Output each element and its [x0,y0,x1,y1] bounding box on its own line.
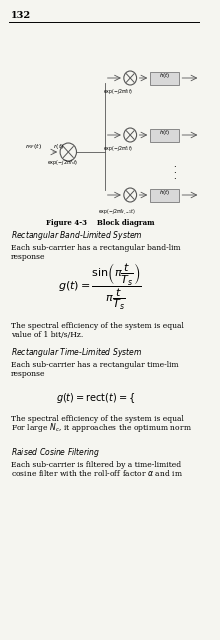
Text: 132: 132 [11,11,31,20]
Text: cosine filter with the roll-off factor $\alpha$ and im: cosine filter with the roll-off factor $… [11,468,183,478]
Text: The spectral efficiency of the system is equal: The spectral efficiency of the system is… [11,415,184,423]
Text: response: response [11,253,45,261]
Text: Figure 4-3    Block diagram: Figure 4-3 Block diagram [46,219,154,227]
Text: $\cdot$: $\cdot$ [173,160,177,169]
Text: For large $N_c$, it approaches the optimum norm: For large $N_c$, it approaches the optim… [11,421,192,434]
Text: $\it{Raised\ Cosine\ Filtering}$: $\it{Raised\ Cosine\ Filtering}$ [11,446,100,459]
Text: $r_{RF}(t)$: $r_{RF}(t)$ [26,142,42,151]
Text: Each sub-carrier is filtered by a time-limited: Each sub-carrier is filtered by a time-l… [11,461,181,469]
Text: $g(t) = \dfrac{\sin\!\left(\pi \dfrac{t}{T_s}\right)}{\pi \dfrac{t}{T_s}}$: $g(t) = \dfrac{\sin\!\left(\pi \dfrac{t}… [58,261,142,312]
Text: $h(t)$: $h(t)$ [159,188,170,197]
Text: $\it{Rectangular\ Band\text{-}Limited\ System}$: $\it{Rectangular\ Band\text{-}Limited\ S… [11,229,143,242]
Text: $h(t)$: $h(t)$ [159,71,170,80]
Text: value of 1 bit/s/Hz.: value of 1 bit/s/Hz. [11,331,83,339]
Text: $h(t)$: $h(t)$ [159,128,170,137]
Text: $\it{Rectangular\ Time\text{-}Limited\ System}$: $\it{Rectangular\ Time\text{-}Limited\ S… [11,346,142,359]
Bar [150,72,179,85]
Text: $\cdot$: $\cdot$ [173,172,177,181]
Text: $\exp(-j2\pi f_1 t)$: $\exp(-j2\pi f_1 t)$ [103,144,133,153]
Text: Each sub-carrier has a rectangular band-lim: Each sub-carrier has a rectangular band-… [11,244,181,252]
Text: $\exp(-j2\pi f_0 t)$: $\exp(-j2\pi f_0 t)$ [103,87,133,96]
Text: $g(t) = \mathrm{rect}(t) = \{$: $g(t) = \mathrm{rect}(t) = \{$ [56,391,135,405]
Text: $\exp(-j2\pi f_s t)$: $\exp(-j2\pi f_s t)$ [47,158,79,167]
Text: $r(t)$: $r(t)$ [53,142,64,151]
Text: $\cdot$: $\cdot$ [173,166,177,175]
Text: response: response [11,370,45,378]
Text: Each sub-carrier has a rectangular time-lim: Each sub-carrier has a rectangular time-… [11,361,179,369]
Bar [150,129,179,142]
Text: The spectral efficiency of the system is equal: The spectral efficiency of the system is… [11,322,184,330]
Bar [150,189,179,202]
Text: $\exp(-j2\pi f_{N_c-1} t)$: $\exp(-j2\pi f_{N_c-1} t)$ [98,207,136,216]
